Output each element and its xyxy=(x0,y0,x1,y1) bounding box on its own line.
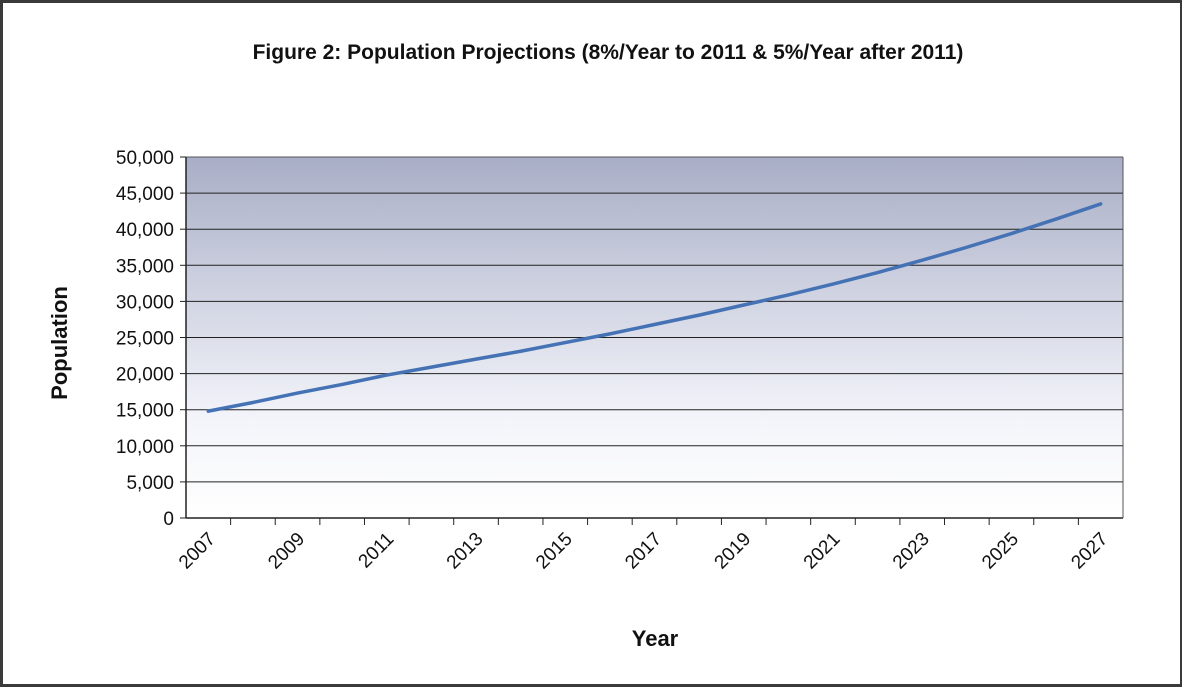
population-series-line xyxy=(206,202,1103,413)
y-tick-label: 0 xyxy=(163,509,174,530)
y-axis-title: Population xyxy=(47,286,72,400)
y-tick-label: 30,000 xyxy=(116,292,174,313)
x-tick-label: 2023 xyxy=(889,529,934,574)
x-tick-label: 2019 xyxy=(711,529,756,574)
y-tick-label: 50,000 xyxy=(116,148,174,169)
x-tick-label: 2025 xyxy=(978,529,1023,574)
y-tick-label: 5,000 xyxy=(126,473,174,494)
x-tick-label: 2015 xyxy=(532,529,577,574)
y-tick-label: 15,000 xyxy=(116,401,174,422)
x-tick-label: 2027 xyxy=(1067,529,1112,574)
x-tick-label: 2021 xyxy=(800,529,845,574)
y-tick-label: 45,000 xyxy=(116,184,174,205)
y-tick-label: 35,000 xyxy=(116,256,174,277)
x-tick-label: 2013 xyxy=(443,529,488,574)
x-tick-label: 2017 xyxy=(621,529,666,574)
y-tick-label: 40,000 xyxy=(116,220,174,241)
x-tick-label: 2011 xyxy=(355,529,399,573)
x-axis-title: Year xyxy=(632,626,679,651)
chart-title: Figure 2: Population Projections (8%/Yea… xyxy=(253,41,964,64)
x-tick-label: 2007 xyxy=(175,529,220,574)
y-tick-label: 20,000 xyxy=(116,365,174,386)
x-tick-label: 2009 xyxy=(264,529,309,574)
y-tick-label: 25,000 xyxy=(116,329,174,350)
y-tick-label: 10,000 xyxy=(116,437,174,458)
chart: Figure 2: Population Projections (8%/Yea… xyxy=(47,41,1124,651)
